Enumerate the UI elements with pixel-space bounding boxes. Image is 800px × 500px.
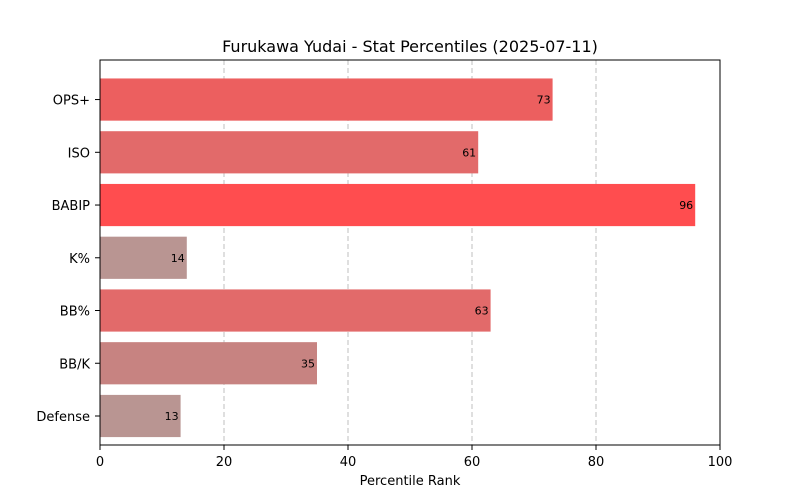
y-tick-label-bb: BB% (60, 305, 90, 320)
x-tick-label-60: 60 (464, 455, 481, 470)
x-tick-label-40: 40 (340, 455, 357, 470)
y-tick-label-k: K% (69, 252, 90, 267)
bar-defense (100, 394, 181, 438)
x-axis-ticks: 0 20 40 60 80 100 (96, 445, 733, 470)
bars (100, 78, 696, 438)
bar-bb-k (100, 342, 317, 385)
x-tick-label-80: 80 (588, 455, 605, 470)
bar-k (100, 236, 187, 279)
chart-title: Furukawa Yudai - Stat Percentiles (2025-… (222, 37, 598, 56)
y-tick-label-iso: ISO (68, 146, 90, 161)
x-axis-label: Percentile Rank (360, 474, 461, 489)
bar-babip (100, 183, 696, 227)
data-labels: 73 61 96 14 63 35 13 (165, 94, 694, 423)
x-tick-label-0: 0 (96, 455, 104, 470)
y-tick-label-defense: Defense (36, 410, 90, 425)
data-label-iso: 61 (462, 146, 476, 159)
data-label-bb: 63 (475, 305, 489, 318)
x-tick-label-20: 20 (216, 455, 233, 470)
x-tick-label-100: 100 (708, 455, 733, 470)
y-tick-label-bb-k: BB/K (59, 357, 90, 372)
y-tick-label-babip: BABIP (52, 199, 91, 214)
data-label-bb-k: 35 (301, 357, 315, 370)
data-label-ops: 73 (537, 94, 551, 107)
y-axis-ticks: OPS+ ISO BABIP K% BB% BB/K Defense (36, 94, 100, 425)
data-label-k: 14 (171, 252, 185, 265)
data-label-defense: 13 (165, 410, 179, 423)
bar-bb (100, 289, 491, 332)
plot-frame (99, 59, 721, 446)
bar-iso (100, 131, 479, 174)
data-label-babip: 96 (679, 199, 693, 212)
y-tick-label-ops: OPS+ (53, 94, 90, 109)
bar-ops (100, 78, 553, 121)
